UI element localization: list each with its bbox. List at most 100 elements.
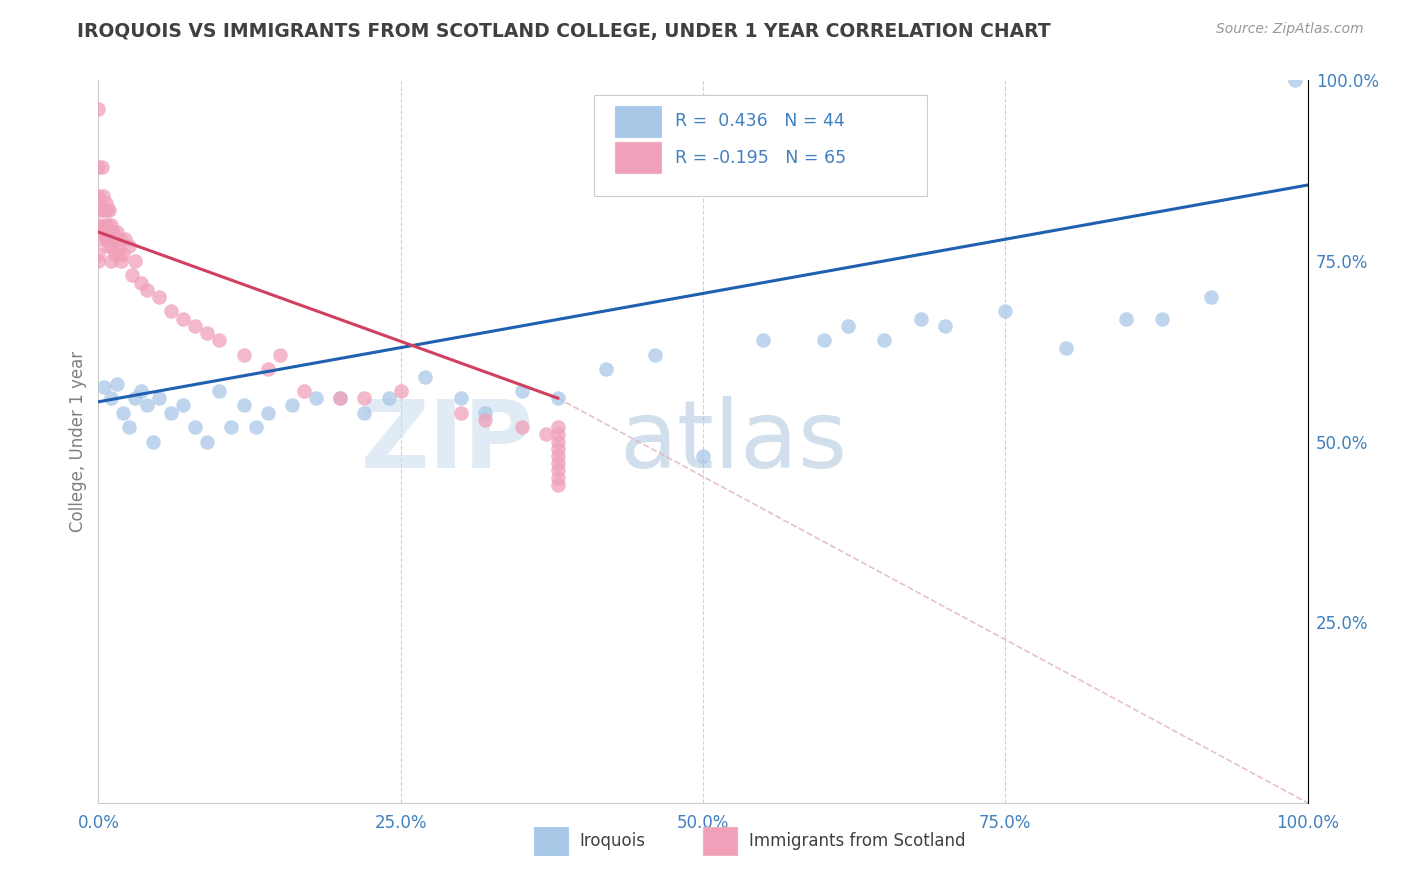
Point — [110, 253, 132, 268]
Point — [93, 218, 115, 232]
Point — [98, 232, 121, 246]
Point — [97, 218, 120, 232]
Point — [129, 384, 152, 398]
Point — [87, 189, 110, 203]
Point — [160, 304, 183, 318]
Text: R = -0.195   N = 65: R = -0.195 N = 65 — [675, 149, 846, 167]
Point — [121, 268, 143, 283]
Point — [245, 420, 267, 434]
Point — [1152, 311, 1174, 326]
Point — [91, 160, 114, 174]
Point — [353, 391, 375, 405]
Point — [87, 160, 110, 174]
Point — [105, 225, 128, 239]
Point — [135, 283, 157, 297]
Point — [389, 384, 412, 398]
Point — [108, 232, 131, 246]
Point — [595, 362, 617, 376]
Point — [91, 189, 114, 203]
Point — [87, 102, 110, 116]
Point — [221, 420, 243, 434]
Point — [1284, 73, 1306, 87]
Point — [269, 348, 291, 362]
Point — [118, 239, 141, 253]
Point — [124, 391, 146, 405]
Point — [232, 398, 254, 412]
FancyBboxPatch shape — [595, 95, 927, 196]
Point — [547, 470, 569, 484]
Point — [90, 203, 112, 218]
Point — [534, 427, 557, 442]
Point — [510, 420, 533, 434]
Point — [97, 239, 120, 253]
Point — [1199, 290, 1222, 304]
Point — [281, 398, 304, 412]
Point — [111, 406, 134, 420]
Point — [101, 225, 124, 239]
Bar — [534, 828, 568, 855]
Point — [377, 391, 399, 405]
Point — [93, 380, 115, 394]
Point — [87, 253, 110, 268]
Point — [184, 420, 207, 434]
Point — [96, 225, 118, 239]
Point — [129, 276, 152, 290]
Point — [111, 246, 134, 260]
Point — [94, 232, 117, 246]
Point — [547, 391, 569, 405]
Point — [93, 203, 115, 218]
Point — [474, 406, 496, 420]
Point — [1115, 311, 1137, 326]
Point — [644, 348, 666, 362]
Point — [692, 449, 714, 463]
Point — [107, 239, 129, 253]
Point — [752, 334, 775, 348]
Point — [256, 406, 278, 420]
Text: IROQUOIS VS IMMIGRANTS FROM SCOTLAND COLLEGE, UNDER 1 YEAR CORRELATION CHART: IROQUOIS VS IMMIGRANTS FROM SCOTLAND COL… — [77, 22, 1050, 41]
Point — [108, 246, 131, 260]
Point — [90, 225, 112, 239]
Point — [1054, 341, 1077, 355]
Point — [547, 456, 569, 470]
Point — [547, 463, 569, 477]
Bar — [703, 828, 737, 855]
Point — [413, 369, 436, 384]
Point — [305, 391, 328, 405]
Point — [510, 384, 533, 398]
Point — [135, 398, 157, 412]
Point — [547, 427, 569, 442]
Point — [813, 334, 835, 348]
Point — [148, 290, 170, 304]
Point — [160, 406, 183, 420]
Point — [547, 478, 569, 492]
Y-axis label: College, Under 1 year: College, Under 1 year — [69, 351, 87, 533]
Text: Iroquois: Iroquois — [579, 832, 645, 850]
Text: Immigrants from Scotland: Immigrants from Scotland — [749, 832, 966, 850]
Point — [195, 434, 218, 449]
Point — [96, 203, 118, 218]
Point — [547, 442, 569, 456]
Point — [873, 334, 896, 348]
Point — [104, 246, 127, 260]
Point — [450, 391, 472, 405]
Point — [474, 413, 496, 427]
Point — [105, 376, 128, 391]
Bar — [614, 106, 661, 136]
Point — [98, 203, 121, 218]
Point — [232, 348, 254, 362]
Point — [184, 318, 207, 333]
Point — [837, 318, 859, 333]
Point — [208, 334, 231, 348]
Point — [172, 311, 194, 326]
Point — [100, 239, 122, 253]
Text: R =  0.436   N = 44: R = 0.436 N = 44 — [675, 112, 845, 130]
Point — [100, 253, 122, 268]
Point — [910, 311, 932, 326]
Point — [124, 253, 146, 268]
Point — [934, 318, 956, 333]
Point — [118, 420, 141, 434]
Point — [172, 398, 194, 412]
Point — [256, 362, 278, 376]
Point — [114, 232, 136, 246]
Point — [329, 391, 352, 405]
